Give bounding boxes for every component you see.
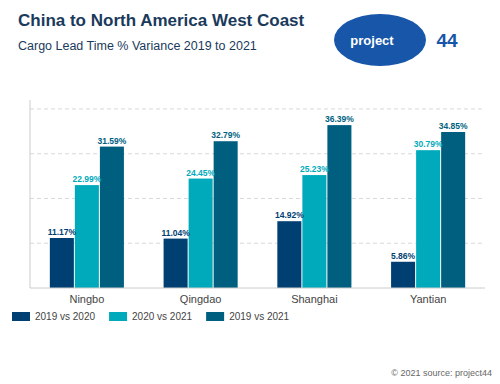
- logo-text: project: [350, 33, 394, 48]
- data-label: 25.23%: [300, 164, 329, 174]
- data-label: 24.45%: [186, 168, 215, 178]
- data-label: 36.39%: [325, 114, 354, 124]
- copyright: © 2021 source: project44: [391, 368, 492, 378]
- data-label: 11.04%: [161, 228, 190, 238]
- subtitle: Cargo Lead Time % Variance 2019 to 2021: [18, 39, 257, 53]
- bar: [189, 179, 213, 288]
- data-label: 32.79%: [211, 130, 240, 140]
- x-tick-label: Ningbo: [69, 293, 104, 305]
- x-tick-label: Shanghai: [291, 293, 338, 305]
- x-axis-line: [30, 288, 485, 289]
- data-label: 5.86%: [391, 251, 416, 261]
- legend-label: 2019 vs 2021: [229, 311, 289, 322]
- data-label: 34.85%: [439, 121, 468, 131]
- x-tick-label: Yantian: [410, 293, 447, 305]
- x-tick-label: Qingdao: [180, 293, 222, 305]
- bar: [277, 221, 301, 288]
- legend-label: 2020 vs 2021: [132, 311, 192, 322]
- bar: [441, 132, 465, 288]
- bar: [416, 150, 440, 288]
- data-label: 11.17%: [48, 227, 77, 237]
- data-label: 30.79%: [414, 139, 443, 149]
- data-labels: 11.17% 11.04% 14.92% 5.86% 22.99% 24.45% 25.23…: [48, 114, 468, 261]
- bar: [75, 185, 99, 288]
- data-label: 14.92%: [275, 210, 304, 220]
- legend: 2019 vs 2020 2020 vs 2021 2019 vs 2021: [12, 311, 290, 322]
- logo: project 44: [334, 14, 458, 66]
- bar: [302, 175, 326, 288]
- bar: [391, 262, 415, 288]
- bar: [50, 238, 74, 288]
- data-label: 31.59%: [97, 136, 126, 146]
- chart: China to North America West Coast Cargo L…: [0, 0, 500, 384]
- legend-swatch: [109, 312, 127, 321]
- legend-swatch: [206, 312, 224, 321]
- data-label: 22.99%: [72, 174, 101, 184]
- title: China to North America West Coast: [18, 11, 305, 30]
- bar: [327, 125, 351, 288]
- bar: [100, 147, 124, 288]
- y-axis-line: [30, 100, 31, 288]
- bar: [214, 141, 238, 288]
- logo-number: 44: [436, 30, 458, 51]
- logo-circle: [334, 14, 426, 66]
- grid-line: [30, 108, 485, 109]
- bar: [164, 239, 188, 288]
- legend-label: 2019 vs 2020: [35, 311, 95, 322]
- legend-swatch: [12, 312, 30, 321]
- bars: [50, 125, 465, 288]
